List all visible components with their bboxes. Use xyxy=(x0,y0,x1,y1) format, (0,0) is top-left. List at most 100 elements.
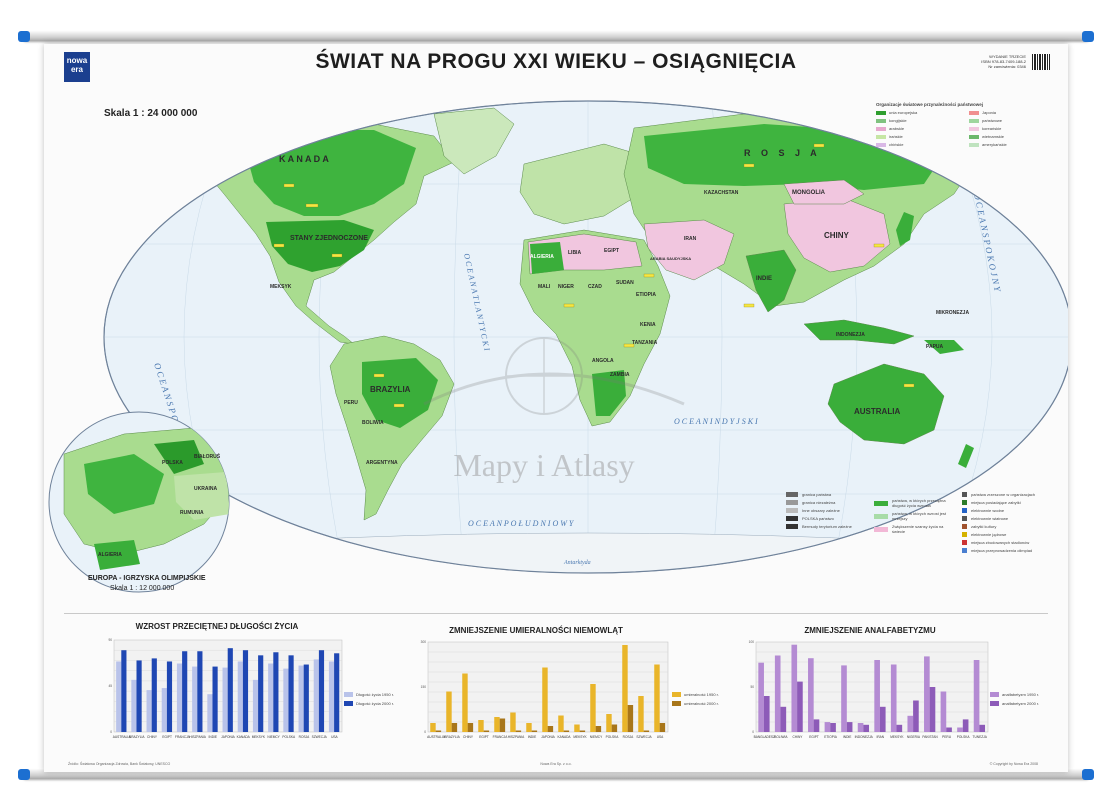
chart-bar xyxy=(563,730,570,732)
legend-swatch xyxy=(962,500,967,505)
legend-label: zabytki kultury xyxy=(971,524,997,529)
chart-bar xyxy=(334,653,340,732)
map-scale: Skala 1 : 24 000 000 xyxy=(104,108,198,119)
chart-tick-label: TUNEZJA xyxy=(973,735,988,739)
symbol-legend-row: państwa, w których wzrost jest mniejszy xyxy=(874,511,954,521)
logo-line-2: era xyxy=(70,65,83,74)
symbol-legend-row: państwa zrzeszone w organizacjach xyxy=(962,492,1058,497)
legend-label: wietnamskie xyxy=(982,134,1005,139)
chart-bar xyxy=(924,656,930,732)
chart-tick-label: KANADA xyxy=(557,735,571,739)
legend-label: elektrownie jądrowe xyxy=(971,532,1007,537)
land-europe xyxy=(519,143,645,225)
land-australia xyxy=(827,363,945,445)
legend-heading: Organizacje światowe przynależności pańs… xyxy=(876,102,984,107)
inset-scale: Skala 1 : 12 000 000 xyxy=(110,585,175,592)
country-label: MEKSYK xyxy=(270,284,292,290)
legend-swatch xyxy=(344,692,353,697)
chart-bar xyxy=(929,687,936,732)
chart-bar xyxy=(896,724,903,732)
legend-item: kongijskie xyxy=(876,118,963,123)
legend-swatch xyxy=(786,508,798,513)
country-label: IRAN xyxy=(684,236,697,242)
chart-bar xyxy=(946,727,952,732)
chart-bar xyxy=(430,723,436,732)
chart-bar xyxy=(874,660,880,732)
country-label: NIGER xyxy=(558,284,574,290)
chart-tick-label: EGIPT xyxy=(479,735,489,739)
legend-label: arabskie xyxy=(889,126,905,131)
chart-tick-label: PERU xyxy=(942,735,952,739)
land-greenland xyxy=(433,107,515,175)
legend-label: POLSKA państwo xyxy=(802,516,834,521)
legend-swatch xyxy=(876,118,886,123)
chart-bar xyxy=(494,717,500,732)
rod-cap-right xyxy=(1082,31,1094,42)
symbol-legend-row: granica państwa xyxy=(786,492,866,497)
logo-line-1: nowa xyxy=(66,56,88,65)
inset-title: EUROPA - IGRZYSKA OLIMPIJSKIE xyxy=(88,575,206,582)
chart-bar xyxy=(913,700,919,732)
chart-bar xyxy=(212,666,218,732)
chart-axis-tick: 45 xyxy=(108,684,112,688)
legend-item: państwowe xyxy=(969,118,1056,123)
legend-swatch xyxy=(969,126,979,131)
symbol-legend-row: miejsca przeprowadzenia olimpiad xyxy=(962,548,1058,553)
chart-tick-label: POLSKA xyxy=(957,735,971,739)
chart-axis-tick: 300 xyxy=(421,640,427,644)
chart-bar xyxy=(451,723,458,732)
land-mongolia xyxy=(783,179,865,205)
chart-bar xyxy=(907,715,914,732)
legend-swatch xyxy=(962,524,967,529)
legend-label: analfabetyzm 2000 r. xyxy=(1002,701,1040,706)
country-label: SUDAN xyxy=(616,280,634,286)
chart-bar xyxy=(510,712,516,732)
chart-axis-tick: 150 xyxy=(421,685,427,689)
chart-bar xyxy=(192,666,198,732)
chart-title-life-expectancy: WZROST PRZECIĘTNEJ DŁUGOŚCI ŻYCIA xyxy=(135,622,299,631)
chart-tick-label: SZWECJA xyxy=(312,735,328,739)
country-label: ARGENTYNA xyxy=(366,460,398,466)
order-number-line: Nr zamówienia: 0346 xyxy=(988,64,1026,69)
legend-item: wietnamskie xyxy=(969,134,1056,139)
chart-tick-label: AUSTRALIA xyxy=(113,735,132,739)
wall-map-sheet: nowa era ŚWIAT NA PROGU XXI WIEKU – OSIĄ… xyxy=(44,44,1068,772)
legend-label: kongijskie xyxy=(889,118,907,123)
chart-bar xyxy=(207,694,213,732)
world-map: Mapy i Atlasy OCEAN ARKTYCZNY O C E A N … xyxy=(48,100,1068,739)
country-label: INDONEZJA xyxy=(836,332,865,338)
chart-bar xyxy=(547,726,554,732)
legend-swatch xyxy=(969,118,979,123)
ocean-label: O C E A N P O Ł U D N I O W Y xyxy=(468,519,575,528)
symbol-legend-row: Zwiększenie szansy życia na świecie xyxy=(874,524,954,534)
watermark-text: Mapy i Atlasy xyxy=(453,447,634,483)
land-papua xyxy=(924,340,964,354)
legend-label: umieralność 2000 r. xyxy=(684,701,719,706)
chart-bar xyxy=(763,696,770,732)
symbol-legend-row: elektrownie wiatrowe xyxy=(962,516,1058,521)
legend-swatch xyxy=(962,540,967,545)
publisher-logo: nowa era xyxy=(64,52,90,82)
chart-bar xyxy=(558,715,564,732)
ocean-label: O C E A N I N D Y J S K I xyxy=(674,417,758,426)
inset-europe-map: POLSKA BIAŁORUŚ UKRAINA ALGIERIA RUMUNIA xyxy=(48,411,230,593)
legend-label: Długość życia 2000 r. xyxy=(356,701,395,706)
chart-bar xyxy=(328,661,335,732)
land-new-zealand xyxy=(958,444,974,468)
chart-bar xyxy=(780,706,787,732)
chart-bar xyxy=(467,723,474,732)
legend-item: chińskie xyxy=(876,142,963,147)
country-label: ZAMBIA xyxy=(610,372,630,378)
legend-label: granica niezależna xyxy=(802,500,836,505)
chart-bar xyxy=(252,679,259,732)
legend-swatch xyxy=(786,492,798,497)
chart-tick-label: FRANCJA xyxy=(493,735,509,739)
chart-bar xyxy=(499,718,506,732)
land-japan xyxy=(896,212,914,246)
symbol-legend-row: elektrownie jądrowe xyxy=(962,532,1058,537)
chart-tick-label: ETIOPIA xyxy=(824,735,837,739)
footer-sources: Źródło: Światowa Organizacja Zdrowia, Ba… xyxy=(68,761,171,766)
chart-tick-label: KANADA xyxy=(237,735,251,739)
chart-bar xyxy=(940,691,947,732)
